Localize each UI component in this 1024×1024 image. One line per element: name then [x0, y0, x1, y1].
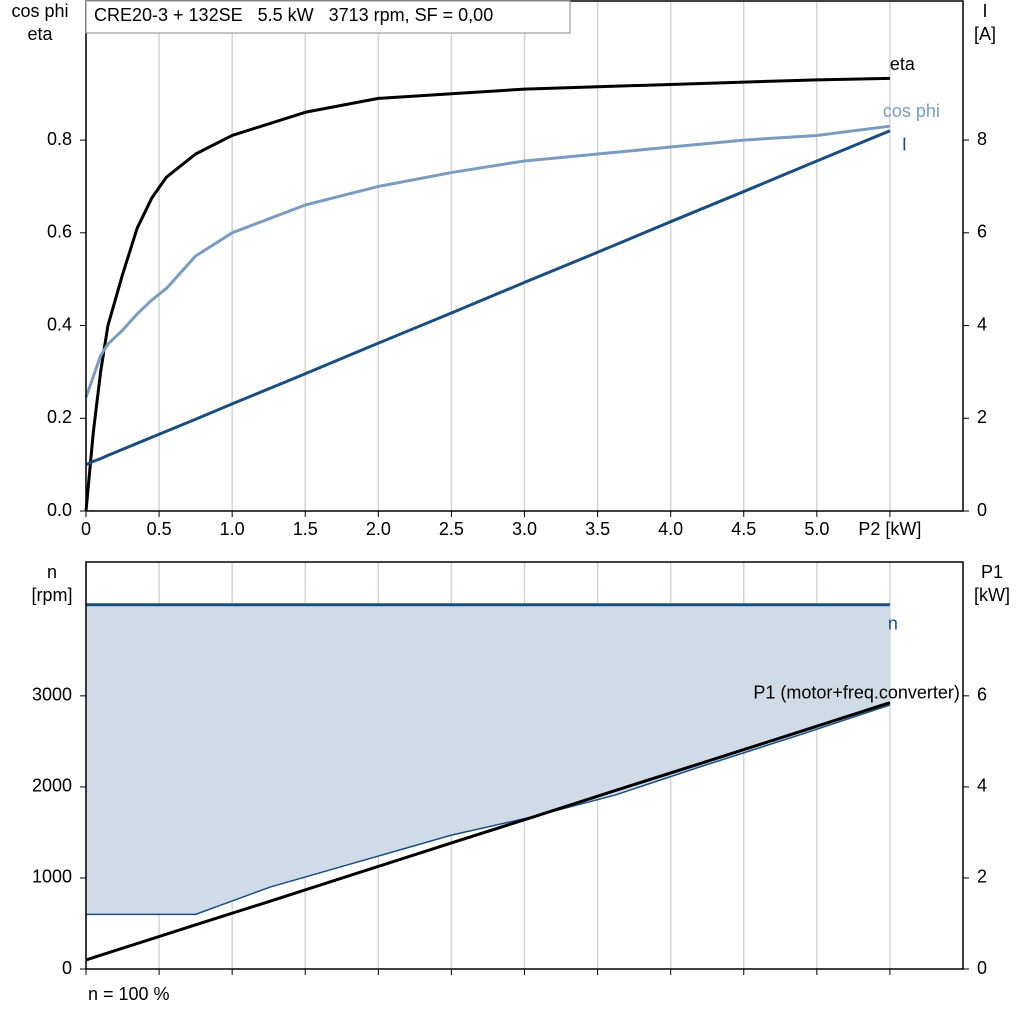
- y2-tick-label: 6: [977, 222, 987, 242]
- footnote: n = 100 %: [88, 984, 170, 1004]
- y2-tick-label: 2: [977, 867, 987, 887]
- x-tick-label: 3.5: [585, 519, 610, 539]
- y-axis-label: n: [47, 562, 57, 582]
- title-box: [85, 0, 571, 34]
- y-axis-label: cos phi: [11, 1, 68, 21]
- y-tick-label: 0: [62, 958, 72, 978]
- x-tick-label: 2.5: [439, 519, 464, 539]
- y2-tick-label: 2: [977, 407, 987, 427]
- plot-frame: [85, 561, 964, 970]
- x-tick-label: 0: [81, 519, 91, 539]
- x-tick-label: 2.0: [366, 519, 391, 539]
- y-tick-label: 3000: [32, 685, 72, 705]
- y2-axis-label: I: [982, 1, 987, 21]
- x-tick-label: 4.0: [658, 519, 683, 539]
- series-line: [84, 76, 890, 512]
- series-line: [84, 124, 891, 398]
- y-tick-label: 1000: [32, 867, 72, 887]
- y2-tick-label: 4: [977, 314, 987, 334]
- y-tick-label: 0.8: [47, 129, 72, 149]
- x-tick-label: 4.5: [731, 519, 756, 539]
- x-tick-label: 0.5: [147, 519, 172, 539]
- series-label: cos phi: [883, 101, 940, 121]
- series-label: I: [902, 135, 907, 155]
- y2-tick-label: 0: [977, 500, 987, 520]
- y-tick-label: 0.2: [47, 407, 72, 427]
- y-tick-label: 0.4: [47, 314, 72, 334]
- x-tick-label: 3.0: [512, 519, 537, 539]
- y-axis-label: eta: [27, 24, 53, 44]
- y2-tick-label: 0: [977, 958, 987, 978]
- x-tick-label: 5.0: [804, 519, 829, 539]
- y-axis-label: [rpm]: [31, 585, 72, 605]
- y-tick-label: 2000: [32, 776, 72, 796]
- y-tick-label: 0.6: [47, 222, 72, 242]
- y2-tick-label: 4: [977, 776, 987, 796]
- series-label: P1 (motor+freq.converter): [753, 682, 960, 702]
- series-label: eta: [890, 54, 916, 74]
- series-line: [85, 129, 891, 467]
- y-tick-label: 0.0: [47, 500, 72, 520]
- x-tick-label: 1.0: [220, 519, 245, 539]
- series-line: [85, 701, 891, 962]
- range-area: [86, 604, 890, 915]
- y2-axis-label: [kW]: [974, 585, 1010, 605]
- y2-axis-label: [A]: [974, 24, 996, 44]
- x-tick-label: 1.5: [293, 519, 318, 539]
- chart-title: CRE20-3 + 132SE 5.5 kW 3713 rpm, SF = 0,…: [94, 5, 493, 25]
- series-label: n: [888, 614, 898, 634]
- x-tick-label: P2 [kW]: [858, 519, 921, 539]
- y2-tick-label: 8: [977, 129, 987, 149]
- y2-axis-label: P1: [981, 562, 1003, 582]
- y2-tick-label: 6: [977, 685, 987, 705]
